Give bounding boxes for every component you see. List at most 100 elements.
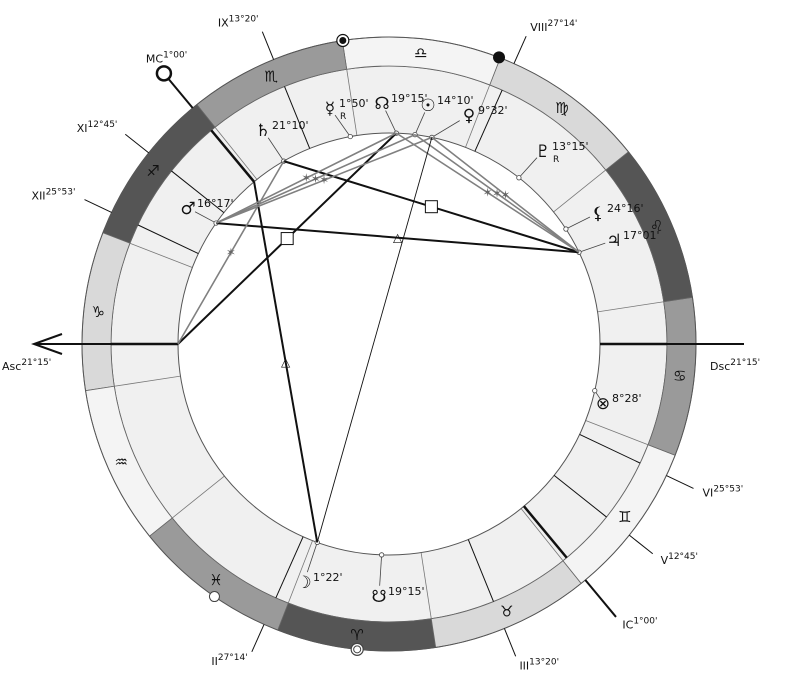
house-name: IC — [622, 619, 633, 632]
house-pointer-ic — [584, 579, 617, 618]
sign-boundary-line — [597, 301, 664, 313]
pluto-degree-label: 13°15' — [552, 140, 589, 153]
house-label-viii: VIII27°14' — [530, 19, 577, 34]
aspect-symbol-sextile: ✶ — [500, 188, 510, 202]
house-label-mc: MC1°00' — [146, 50, 187, 65]
house-cusp-xi — [171, 170, 225, 214]
planet-connector-pluto — [518, 157, 538, 178]
sign-glyph-virgo: ♍ — [555, 99, 568, 117]
sign-glyph-capricorn: ♑ — [92, 303, 105, 321]
venus-degree-label: 9°32' — [478, 104, 508, 117]
mars-degree-label: 16°17' — [197, 197, 234, 210]
sun-degree-label: 14°10' — [437, 94, 474, 107]
house-name: VIII — [530, 21, 547, 34]
house-label-iii: III13°20' — [519, 658, 559, 673]
asc-arrow-icon — [31, 333, 63, 355]
house-cusp-ic — [522, 505, 568, 559]
house-name: III — [519, 660, 529, 673]
planet-point-fortune — [592, 388, 598, 394]
lilith-degree-label: 24°16' — [607, 202, 644, 215]
house-label-xii: XII25°53' — [32, 187, 76, 202]
sign-glyph-gemini: ♊ — [618, 508, 631, 526]
house-name: V — [661, 554, 669, 567]
house-degree: 13°20' — [529, 658, 559, 668]
sign-boundary-line — [346, 69, 358, 136]
house-label-ii: II27°14' — [211, 653, 247, 668]
aspect-line-asc-saturn — [177, 160, 285, 345]
snode-icon: ☋ — [371, 587, 386, 607]
moon-icon: ☽ — [296, 573, 311, 593]
house-name: XII — [32, 189, 46, 202]
planet-connector-venus — [431, 120, 460, 138]
house-label-vi: VI25°53' — [703, 485, 744, 500]
sign-glyph-sagittarius: ♐ — [146, 162, 159, 180]
house-degree: 1°00' — [163, 50, 187, 60]
aspect-line-mars-jupiter — [216, 222, 580, 254]
house-label-ic: IC1°00' — [622, 617, 657, 632]
planet-connector-moon — [306, 542, 318, 573]
node-icon: ☊ — [374, 94, 389, 114]
sign-glyph-aries: ♈ — [350, 626, 363, 644]
house-pointer-vi — [666, 475, 694, 489]
sign-boundary-line — [553, 169, 607, 213]
house-degree: 27°14' — [218, 653, 248, 663]
house-cusp-ii — [275, 536, 304, 599]
sign-glyph-taurus: ♉ — [500, 603, 513, 621]
house-degree: 12°45' — [88, 120, 118, 130]
sign-glyph-cancer: ♋ — [673, 367, 686, 385]
lilith-icon: ⚸ — [592, 204, 604, 224]
mercury-retrograde-label: R — [340, 112, 346, 122]
house-degree: 13°20' — [229, 14, 259, 24]
aspect-line-mars-venus — [215, 136, 433, 224]
house-pointer-viii — [513, 35, 527, 64]
house-name: II — [211, 655, 218, 668]
house-label-asc: Asc21°15' — [2, 358, 51, 373]
house-pointer-xi — [124, 133, 150, 154]
aspect-symbol-sextile: ✶ — [483, 186, 493, 200]
marker-open-circle-icon — [208, 591, 220, 603]
mercury-icon: ☿ — [325, 99, 335, 119]
node-degree-label: 19°15' — [391, 92, 428, 105]
aspect-line-mars-node — [215, 132, 397, 224]
marker-filled-dot-icon — [493, 51, 506, 64]
mc-circle-icon — [155, 65, 173, 82]
planet-connector-mars — [194, 211, 217, 224]
house-cusp-v — [553, 474, 607, 518]
house-pointer-v — [628, 534, 654, 555]
aspect-symbol-bg — [280, 232, 294, 246]
pluto-retrograde-label: R — [553, 155, 559, 165]
aspect-symbol-trine: △ — [393, 231, 403, 245]
house-name: MC — [146, 52, 163, 65]
sign-glyph-scorpio: ♏ — [264, 67, 278, 85]
sign-boundary-line — [171, 475, 225, 519]
saturn-degree-label: 21°10' — [272, 119, 309, 132]
aspect-line-jupiter-venus — [431, 136, 580, 253]
aspect-symbol-sextile: ✶ — [319, 173, 329, 187]
aspect-line-jupiter-node — [395, 132, 580, 253]
house-degree: 21°15' — [21, 358, 51, 368]
planet-connector-lilith — [565, 216, 591, 230]
planet-connector-mercury — [334, 114, 351, 137]
house-degree: 25°53' — [713, 485, 743, 495]
fortune-degree-label: 8°28' — [612, 392, 642, 405]
planet-point-pluto — [516, 175, 522, 181]
sign-boundary-line — [129, 242, 193, 268]
house-degree: 1°00' — [633, 617, 657, 627]
house-cusp-xii — [137, 224, 199, 255]
house-degree: 21°15' — [730, 358, 760, 368]
pluto-icon: ♇ — [535, 142, 550, 162]
aspect-symbol-bg — [424, 200, 438, 214]
aspect-symbol-sextile: ✶ — [492, 186, 502, 200]
house-pointer-iii — [503, 628, 517, 657]
jupiter-icon: ♃ — [606, 231, 621, 251]
sign-boundary-line — [287, 540, 313, 604]
house-name: Dsc — [710, 360, 730, 373]
house-pointer-xii — [84, 199, 112, 213]
aspect-symbol-sextile: ✶ — [311, 172, 321, 186]
house-name: Asc — [2, 360, 21, 373]
jupiter-degree-label: 17°01' — [623, 229, 660, 242]
house-label-v: V12°45' — [661, 552, 698, 567]
sign-glyph-libra: ♎ — [414, 44, 427, 62]
